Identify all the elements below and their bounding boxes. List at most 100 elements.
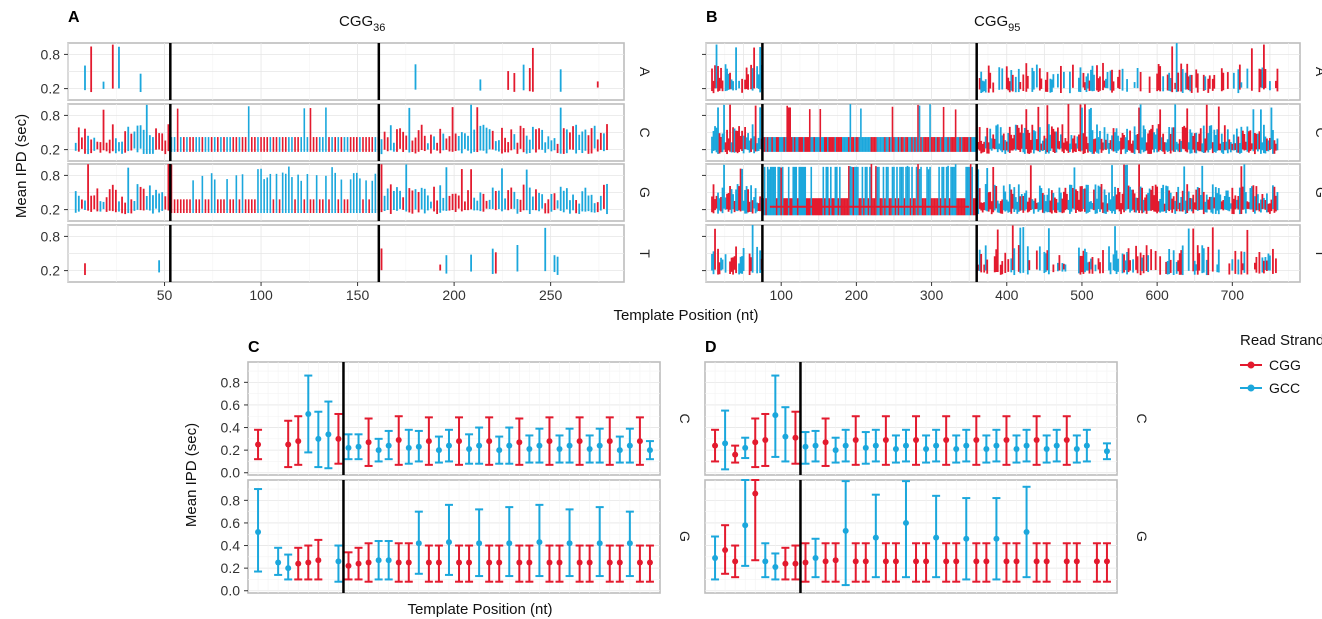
data-point xyxy=(802,559,809,566)
point-range-cgg xyxy=(495,544,504,583)
data-point xyxy=(1003,436,1010,443)
point-range-gcc xyxy=(962,428,971,463)
data-point xyxy=(742,444,749,451)
y-tick-label: 0.0 xyxy=(221,583,241,599)
y-axis-title-bottom: Mean IPD (sec) xyxy=(183,423,200,527)
point-range-cgg xyxy=(294,415,303,466)
facet-a-C: C 0.2 0.8 xyxy=(41,103,653,162)
data-point xyxy=(285,441,292,448)
data-point xyxy=(933,442,940,449)
data-point xyxy=(852,436,859,443)
facet-strip-label: C xyxy=(677,413,693,423)
data-point xyxy=(425,559,432,566)
facet-a-G: G 0.2 0.8 xyxy=(41,163,653,222)
point-range-cgg xyxy=(515,544,524,583)
point-range-gcc xyxy=(711,535,720,581)
point-range-cgg xyxy=(364,542,373,583)
y-tick-label: 0.8 xyxy=(41,167,61,183)
data-point xyxy=(556,559,563,566)
data-point xyxy=(1103,558,1110,565)
data-point xyxy=(496,559,503,566)
point-range-cgg xyxy=(942,542,951,583)
point-range-gcc xyxy=(354,433,363,461)
data-point xyxy=(355,443,362,450)
data-point xyxy=(963,535,970,542)
data-point xyxy=(1073,558,1080,565)
point-range-cgg xyxy=(575,544,584,583)
point-range-gcc xyxy=(741,479,750,567)
data-point xyxy=(305,410,312,417)
point-range-gcc xyxy=(801,431,810,465)
point-range-gcc xyxy=(992,497,1001,581)
y-tick-label: 0.2 xyxy=(221,442,241,458)
point-range-cgg xyxy=(334,412,343,465)
point-range-cgg xyxy=(972,542,981,583)
data-point xyxy=(435,559,442,566)
point-range-gcc xyxy=(404,428,413,465)
point-range-gcc xyxy=(444,428,453,463)
point-range-cgg xyxy=(404,542,413,583)
data-point xyxy=(862,558,869,565)
point-range-cgg xyxy=(861,542,870,583)
data-point xyxy=(606,559,613,566)
point-range-cgg xyxy=(455,416,464,466)
data-point xyxy=(902,442,909,449)
data-point xyxy=(732,451,739,458)
panel-letter-b: B xyxy=(706,9,718,26)
data-point xyxy=(822,558,829,565)
y-tick-label: 0.2 xyxy=(221,560,241,576)
data-point xyxy=(295,560,302,567)
panel-letter-c: C xyxy=(248,339,260,356)
legend-label-cgg: CGG xyxy=(1269,357,1301,373)
data-point xyxy=(445,539,452,546)
y-tick-label: 0.8 xyxy=(41,228,61,244)
data-point xyxy=(1023,442,1030,449)
data-point xyxy=(1033,558,1040,565)
data-point xyxy=(385,557,392,564)
point-range-cgg xyxy=(851,415,860,466)
data-point xyxy=(486,559,493,566)
data-point xyxy=(953,558,960,565)
point-range-gcc xyxy=(495,435,504,465)
data-point xyxy=(792,434,799,441)
y-tick-label: 0.0 xyxy=(221,465,241,481)
data-point xyxy=(782,560,789,567)
x-tick-label: 400 xyxy=(995,287,1019,303)
data-point xyxy=(596,442,603,449)
point-range-cgg xyxy=(831,542,840,583)
point-range-cgg xyxy=(545,544,554,583)
x-tick-label: 100 xyxy=(249,287,273,303)
point-range-cgg xyxy=(1062,542,1071,583)
data-point xyxy=(953,446,960,453)
point-range-cgg xyxy=(1012,542,1021,583)
data-point xyxy=(1083,442,1090,449)
point-range-cgg xyxy=(1032,415,1041,466)
point-range-gcc xyxy=(625,510,634,578)
point-range-gcc xyxy=(374,437,383,463)
facet-a-A: A 0.2 0.8 xyxy=(41,42,653,101)
point-range-gcc xyxy=(901,428,910,463)
point-range-cgg xyxy=(304,544,313,581)
point-range-cgg xyxy=(545,416,554,466)
data-point xyxy=(772,564,779,571)
point-range-gcc xyxy=(254,488,263,573)
legend-swatch-dot-cgg xyxy=(1247,361,1255,369)
data-point xyxy=(586,559,593,566)
point-range-gcc xyxy=(535,427,544,464)
facet-b-A: A xyxy=(702,42,1322,101)
point-range-cgg xyxy=(424,416,433,466)
data-point xyxy=(1023,528,1030,535)
point-range-gcc xyxy=(871,428,880,463)
panel-letter-a: A xyxy=(68,9,80,26)
data-point xyxy=(415,443,422,450)
x-axis-title-top: Template Position (nt) xyxy=(613,307,758,324)
data-point xyxy=(405,559,412,566)
point-range-gcc xyxy=(565,508,574,578)
point-range-gcc xyxy=(952,434,961,464)
data-point xyxy=(1003,558,1010,565)
legend-label-gcc: GCC xyxy=(1269,380,1300,396)
point-range-gcc xyxy=(414,510,423,575)
point-range-cgg xyxy=(912,415,921,466)
data-point xyxy=(566,442,573,449)
